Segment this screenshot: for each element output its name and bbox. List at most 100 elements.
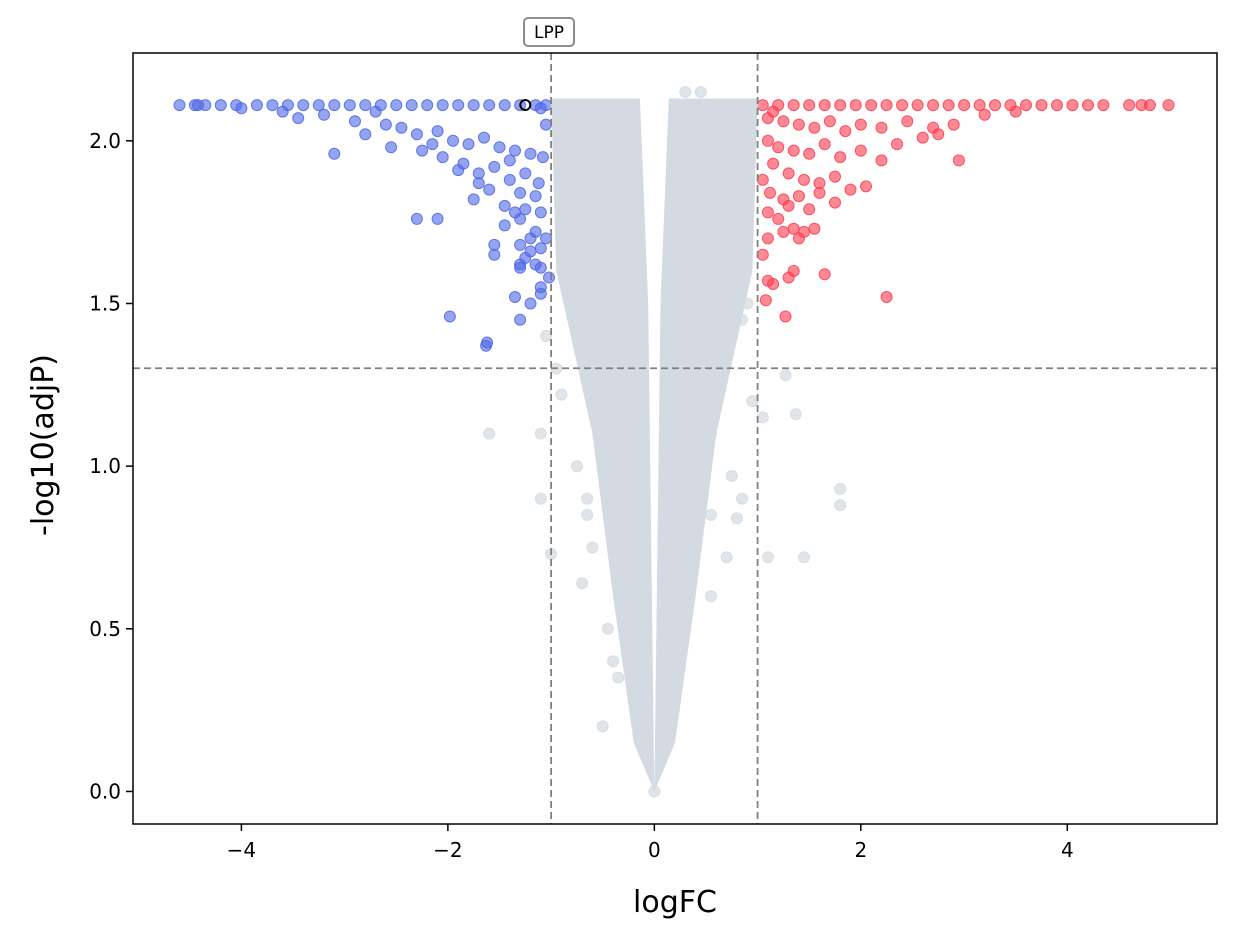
annotation-text: LPP [534,23,564,43]
data-point [803,147,816,160]
x-tick-label: 0 [648,838,661,862]
data-point [896,99,909,112]
scatter-points [173,86,1175,798]
data-point [607,655,620,668]
data-point [328,147,341,160]
data-point [349,115,361,128]
data-point [214,99,227,112]
data-point [607,99,620,112]
data-point [576,265,589,277]
data-point [638,746,650,759]
data-point [390,99,403,112]
data-point [730,99,743,112]
data-point [669,687,681,700]
data-point [385,141,398,154]
x-tick-label: −2 [433,838,462,862]
data-point [297,99,310,112]
data-point [173,99,186,112]
data-point [266,99,279,112]
data-point [478,131,490,144]
data-point [540,232,552,245]
data-point [679,86,692,98]
data-point [942,99,955,112]
data-point [705,508,718,521]
data-point [746,395,759,408]
data-point [462,138,475,151]
series-not-significant [483,86,847,798]
data-point [431,212,444,225]
data-point [891,138,903,151]
data-point [911,99,924,112]
data-point [576,577,589,590]
data-point [328,99,341,112]
data-point [565,99,578,112]
data-point [844,183,857,196]
data-point [540,330,552,342]
data-point [627,99,640,112]
data-point [534,261,547,274]
data-point [705,590,718,603]
data-point [767,157,780,170]
plot-frame [132,52,1218,825]
data-point [730,512,743,525]
data-point [849,99,862,112]
data-point [834,151,847,164]
data-point [736,492,749,505]
data-point [782,167,795,180]
data-point [777,225,790,238]
annotations: LPP [519,17,575,112]
data-point [756,99,769,112]
y-tick-label: 1.5 [89,291,121,315]
data-point [761,232,774,245]
data-point [436,99,449,112]
data-point [555,388,568,401]
data-point [798,173,810,186]
data-point [829,170,841,183]
data-point [746,99,759,112]
data-point [705,427,718,440]
data-point [756,411,769,424]
data-point [756,248,769,261]
data-point [989,99,1001,112]
data-point [359,128,372,141]
highlight-point [519,99,532,112]
y-axis-title: -log10(adjP) [26,354,61,536]
data-point [772,212,785,225]
data-point [503,173,516,186]
data-point [761,551,774,564]
data-point [813,186,826,199]
data-point [860,180,872,193]
data-point [772,141,785,154]
data-point [395,121,408,134]
data-point [779,310,792,323]
y-tick-label: 0.0 [89,779,121,803]
data-point [379,118,392,131]
data-point [880,99,893,112]
data-point [488,160,501,173]
x-tick-label: 4 [1061,838,1074,862]
data-point [532,177,545,190]
data-point [818,268,831,281]
data-point [730,265,743,277]
data-point [586,330,599,342]
data-point [410,212,423,225]
data-point [480,339,493,352]
data-point [782,199,795,212]
data-point [1082,99,1094,112]
data-point [586,99,599,112]
data-point [792,190,805,203]
data-point [720,330,733,342]
data-point [808,121,821,134]
data-point [369,105,382,118]
data-point [276,105,289,118]
data-point [958,99,971,112]
data-point [792,118,805,131]
data-point [1035,99,1048,112]
data-point [292,112,305,125]
data-point [789,408,802,421]
data-point [534,102,547,115]
data-point [543,271,555,284]
data-point [710,99,723,112]
data-point [720,551,733,564]
data-point [524,147,537,160]
